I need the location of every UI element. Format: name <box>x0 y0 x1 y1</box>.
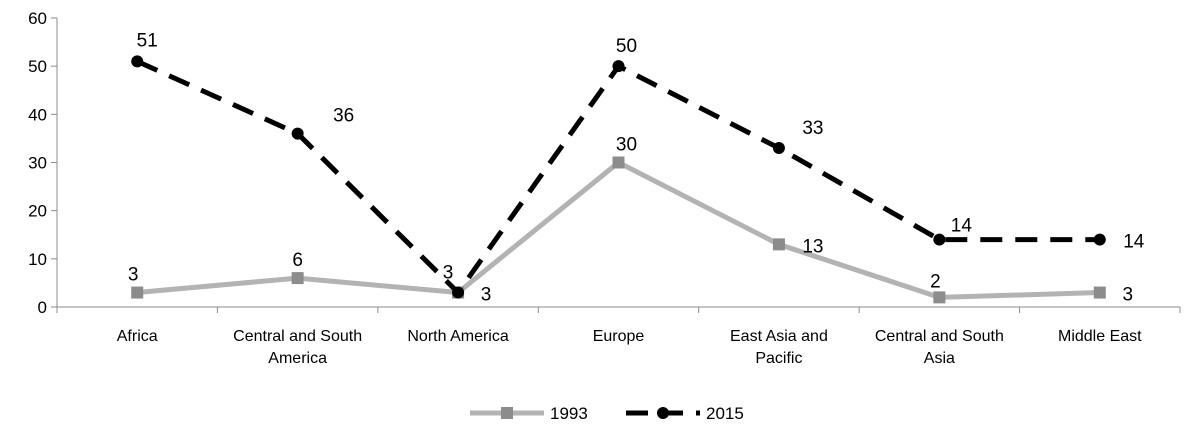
point-1993 <box>933 291 946 304</box>
y-tick-label: 60 <box>28 9 47 28</box>
data-label-1993: 30 <box>616 135 637 156</box>
data-label-2015: 14 <box>951 216 973 237</box>
data-label-1993: 3 <box>481 285 492 306</box>
legend-1993-swatch-marker <box>501 407 513 419</box>
x-category-line: North America <box>407 328 508 345</box>
data-label-2015: 33 <box>802 118 823 139</box>
data-label-2015: 50 <box>616 36 637 57</box>
data-label-1993: 3 <box>1122 285 1133 306</box>
y-tick-label: 10 <box>28 250 47 269</box>
data-label-2015: 3 <box>443 263 454 284</box>
legend-1993-label: 1993 <box>550 404 588 423</box>
y-tick-label: 0 <box>38 298 47 317</box>
point-1993 <box>291 272 304 285</box>
legend-2015-swatch-marker <box>657 407 669 419</box>
x-category-label: Africa <box>117 328 158 345</box>
point-2015 <box>452 286 465 299</box>
y-tick-label: 50 <box>28 57 47 76</box>
x-category-label: Europe <box>593 328 645 345</box>
x-category-label: North America <box>407 328 508 345</box>
series-1993: 3 6 3 30 13 2 3 <box>128 135 1133 306</box>
x-category-label: Central and South Asia <box>875 328 1004 367</box>
data-label-2015: 36 <box>333 106 354 127</box>
point-2015 <box>131 55 144 68</box>
point-2015 <box>291 127 304 140</box>
series-2015-line <box>136 59 1100 297</box>
x-category-line: Middle East <box>1058 328 1142 345</box>
data-label-1993: 6 <box>292 250 303 271</box>
x-category-line: Europe <box>593 328 645 345</box>
data-label-1993: 13 <box>802 236 823 257</box>
data-label-2015: 51 <box>137 30 158 51</box>
data-label-1993: 2 <box>930 271 941 292</box>
x-category-line: Pacific <box>755 350 802 367</box>
x-category-label: Middle East <box>1058 328 1142 345</box>
x-category-line: East Asia and <box>730 328 828 345</box>
x-category-line: Africa <box>117 328 158 345</box>
point-2015 <box>612 60 625 73</box>
point-1993 <box>1093 286 1106 299</box>
x-category-line: Central and South <box>875 328 1004 345</box>
point-2015 <box>772 142 785 155</box>
point-1993 <box>131 286 144 299</box>
point-2015 <box>1093 233 1106 246</box>
y-tick-label: 30 <box>28 154 47 173</box>
x-category-line: Asia <box>924 350 955 367</box>
x-category-line: Central and South <box>233 328 362 345</box>
x-category-line: America <box>268 350 327 367</box>
point-1993 <box>612 156 625 169</box>
y-axis-ticks: 0 10 20 30 40 50 60 <box>28 9 57 317</box>
point-1993 <box>772 238 785 251</box>
point-2015 <box>933 233 946 246</box>
x-category-label: Central and South America <box>233 328 362 367</box>
legend-2015-label: 2015 <box>706 404 744 423</box>
data-label-1993: 3 <box>128 265 139 286</box>
y-tick-label: 40 <box>28 105 47 124</box>
x-axis-categories: Africa Central and South America North Amer… <box>56 307 1181 367</box>
x-category-label: East Asia and Pacific <box>730 328 828 367</box>
data-label-2015: 14 <box>1123 232 1145 253</box>
y-tick-label: 20 <box>28 202 47 221</box>
legend: 1993 2015 <box>470 404 744 423</box>
